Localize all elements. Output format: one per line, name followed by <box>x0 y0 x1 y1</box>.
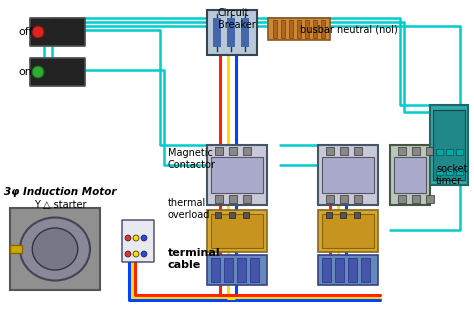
Text: Y △ starter: Y △ starter <box>34 200 86 210</box>
Bar <box>321 20 325 38</box>
FancyBboxPatch shape <box>30 18 85 46</box>
FancyBboxPatch shape <box>10 208 100 290</box>
Text: terminal
cable: terminal cable <box>168 248 220 270</box>
Bar <box>446 169 453 175</box>
Bar <box>211 157 263 193</box>
Bar <box>224 258 233 282</box>
Bar <box>322 157 374 193</box>
Circle shape <box>133 251 139 257</box>
Bar <box>229 195 237 203</box>
FancyBboxPatch shape <box>30 58 85 86</box>
Bar <box>313 20 317 38</box>
Bar <box>241 18 249 47</box>
Ellipse shape <box>20 217 90 280</box>
Bar <box>456 149 463 155</box>
Bar <box>237 258 246 282</box>
Bar <box>211 258 220 282</box>
Bar <box>433 110 465 180</box>
Bar <box>322 258 331 282</box>
Circle shape <box>141 251 147 257</box>
Bar <box>340 195 348 203</box>
Bar <box>215 212 221 218</box>
Bar <box>456 169 463 175</box>
Bar <box>426 195 434 203</box>
Bar <box>273 20 277 38</box>
Circle shape <box>125 251 131 257</box>
Bar <box>281 20 285 38</box>
Bar <box>215 195 223 203</box>
Bar <box>243 212 249 218</box>
Bar <box>398 147 406 155</box>
Bar <box>354 195 362 203</box>
FancyBboxPatch shape <box>207 255 267 285</box>
Bar <box>250 258 259 282</box>
Bar <box>446 149 453 155</box>
Bar <box>10 245 22 253</box>
Bar <box>326 212 332 218</box>
Bar <box>348 258 357 282</box>
FancyBboxPatch shape <box>318 210 378 252</box>
Bar <box>213 18 221 47</box>
FancyBboxPatch shape <box>207 145 267 205</box>
Bar <box>297 20 301 38</box>
Bar <box>243 147 251 155</box>
Text: busbar neutral (nol): busbar neutral (nol) <box>300 25 398 35</box>
Bar <box>305 20 309 38</box>
Bar <box>335 258 344 282</box>
FancyBboxPatch shape <box>30 58 85 86</box>
FancyBboxPatch shape <box>268 18 330 40</box>
FancyBboxPatch shape <box>122 220 154 262</box>
Bar <box>215 147 223 155</box>
Text: socket
timer: socket timer <box>436 164 467 186</box>
Bar <box>394 157 426 193</box>
Bar <box>361 258 370 282</box>
Circle shape <box>32 26 44 38</box>
FancyBboxPatch shape <box>207 210 267 252</box>
Bar <box>436 169 443 175</box>
FancyBboxPatch shape <box>318 145 378 205</box>
Bar <box>326 147 334 155</box>
FancyBboxPatch shape <box>318 255 378 285</box>
Bar <box>227 18 235 47</box>
Text: off: off <box>18 27 33 37</box>
Bar <box>322 214 374 248</box>
Bar <box>243 195 251 203</box>
Circle shape <box>125 235 131 241</box>
Bar <box>289 20 293 38</box>
FancyBboxPatch shape <box>430 105 468 185</box>
Bar <box>340 147 348 155</box>
FancyBboxPatch shape <box>207 10 257 55</box>
FancyBboxPatch shape <box>390 145 430 205</box>
FancyBboxPatch shape <box>30 18 85 46</box>
Bar <box>354 147 362 155</box>
Bar <box>426 147 434 155</box>
Bar <box>229 147 237 155</box>
Circle shape <box>141 235 147 241</box>
Text: thermal
overload: thermal overload <box>168 198 210 220</box>
Bar <box>436 149 443 155</box>
Bar <box>211 214 263 248</box>
Bar <box>340 212 346 218</box>
Bar <box>229 212 235 218</box>
Ellipse shape <box>32 228 78 270</box>
Text: on: on <box>18 67 32 77</box>
Bar <box>412 147 420 155</box>
Bar <box>354 212 360 218</box>
Text: Circuit
Breaker: Circuit Breaker <box>218 8 256 30</box>
Bar <box>398 195 406 203</box>
Bar <box>412 195 420 203</box>
Bar <box>326 195 334 203</box>
Text: 3φ Induction Motor: 3φ Induction Motor <box>4 187 116 197</box>
Circle shape <box>133 235 139 241</box>
Text: Magnetic
Contactor: Magnetic Contactor <box>168 148 216 170</box>
Circle shape <box>32 66 44 78</box>
